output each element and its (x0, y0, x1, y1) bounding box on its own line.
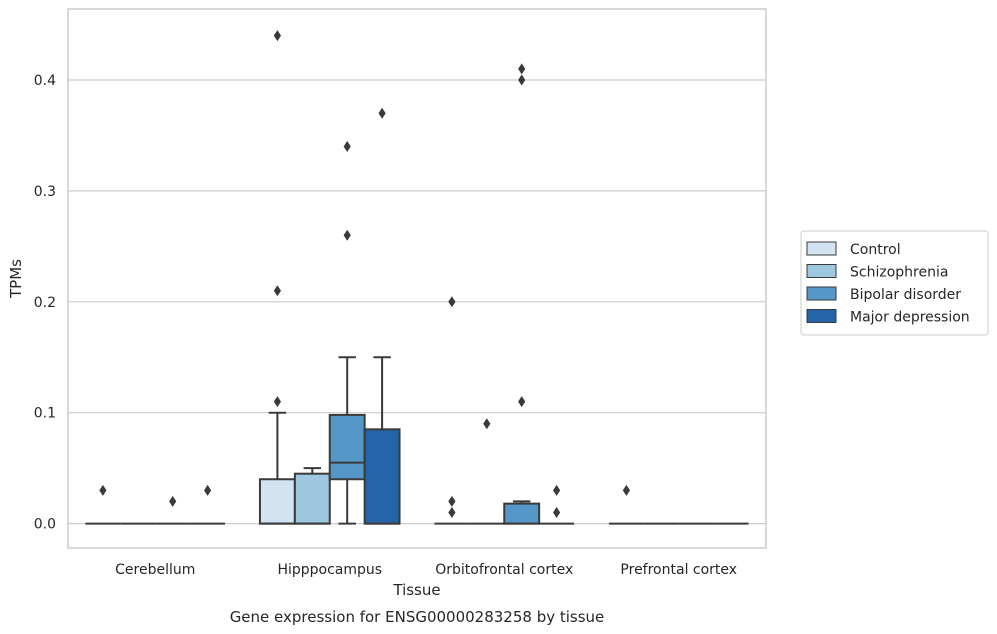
box (258, 478, 296, 525)
flier-point (553, 507, 561, 519)
x-tick-label: Hipppocampus (277, 562, 382, 578)
box (363, 428, 401, 525)
flier-point (273, 285, 281, 297)
legend-label: Control (850, 242, 901, 258)
flier-point (518, 63, 526, 75)
box-orbitofrontal-cortex-major-depression (539, 484, 575, 525)
flier-point (448, 296, 456, 308)
flier-point (622, 484, 630, 496)
x-tick-label: Prefrontal cortex (620, 562, 737, 578)
flier-point (553, 484, 561, 496)
box-orbitofrontal-cortex-bipolar-disorder (503, 63, 541, 525)
flier-point (343, 141, 351, 153)
box-cerebellum-control (85, 484, 121, 525)
box-cerebellum-bipolar-disorder (155, 495, 191, 525)
y-tick-label: 0.0 (34, 517, 56, 533)
legend: Control Schizophrenia Bipolar disorder Majo… (800, 230, 989, 336)
legend-swatch (806, 286, 837, 301)
flier-point (483, 418, 491, 430)
box-hipppocampus-bipolar-disorder (328, 141, 366, 525)
box (503, 502, 541, 525)
flier-point (378, 107, 386, 119)
box-orbitofrontal-cortex-control (434, 296, 470, 525)
y-tick-label: 0.2 (34, 295, 56, 311)
flier-point (343, 229, 351, 241)
plot-frame (67, 8, 767, 549)
flier-point (273, 30, 281, 42)
flier-point (273, 396, 281, 408)
flier-point (169, 495, 177, 507)
legend-swatch (806, 241, 837, 256)
y-tick-label: 0.3 (34, 184, 56, 200)
flier-point (99, 484, 107, 496)
x-tick-label: Cerebellum (115, 562, 195, 578)
y-axis-label: TPMs (7, 259, 25, 299)
legend-frame (800, 230, 989, 336)
flier-point (204, 484, 212, 496)
box (293, 472, 331, 525)
y-tick-label: 0.1 (34, 406, 56, 422)
flier-point (448, 507, 456, 519)
flier-point (448, 495, 456, 507)
x-ticks: Cerebellum Hipppocampus Orbitofrontal cort… (115, 562, 737, 578)
y-ticks: 0.0 0.1 0.2 0.3 0.4 (34, 73, 56, 533)
y-tick-label: 0.4 (34, 73, 56, 89)
legend-label: Schizophrenia (850, 265, 948, 281)
legend-swatch (806, 264, 837, 278)
boxes (85, 30, 749, 525)
box-hipppocampus-major-depression (363, 107, 401, 525)
legend-swatch (806, 309, 837, 323)
x-axis-label: Tissue (392, 581, 440, 599)
box-orbitofrontal-cortex-schizophrenia (469, 418, 505, 525)
box-hipppocampus-schizophrenia (293, 467, 331, 525)
legend-label: Bipolar disorder (850, 287, 961, 303)
chart-caption: Gene expression for ENSG00000283258 by t… (230, 608, 605, 626)
legend-label: Major depression (850, 310, 970, 326)
flier-point (518, 74, 526, 86)
box-prefrontal-cortex-control (608, 484, 644, 525)
x-tick-label: Orbitofrontal cortex (435, 562, 573, 578)
box (328, 413, 366, 481)
box-hipppocampus-control (258, 30, 296, 525)
flier-point (518, 396, 526, 408)
box-cerebellum-major-depression (190, 484, 226, 525)
